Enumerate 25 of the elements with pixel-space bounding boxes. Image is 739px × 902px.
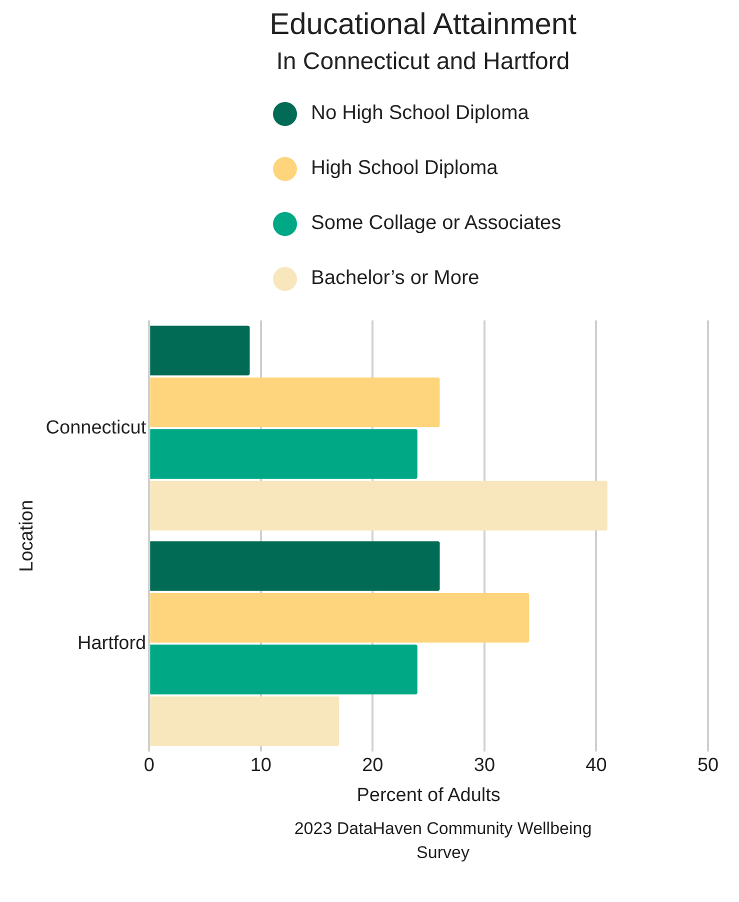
bar (150, 480, 608, 531)
text: 2023 DataHaven Community Wellbeing Survey (293, 818, 593, 864)
x-tick-label: 0 (144, 755, 154, 776)
bar (150, 696, 340, 746)
chart-subtitle: In Connecticut and Hartford (275, 48, 571, 76)
bar (150, 377, 440, 428)
bar (150, 592, 530, 643)
legend-label: No High School Diploma (311, 102, 529, 125)
y-tick-label: Connecticut (46, 417, 147, 438)
x-axis-title: Percent of Adults (356, 784, 500, 806)
x-tick-label: 20 (362, 755, 384, 776)
x-tick-label: 10 (250, 755, 272, 776)
legend-label: Bachelor’s or More (311, 267, 480, 290)
bar (150, 644, 418, 694)
chart-title: Educational Attainment (268, 8, 578, 42)
y-tick-label: Hartford (77, 632, 146, 654)
bar (150, 429, 418, 479)
legend-label: High School Diploma (311, 157, 498, 180)
x-tick-label: 40 (586, 755, 607, 776)
x-tick-label: 30 (474, 755, 496, 776)
bar (150, 326, 250, 376)
legend-label: Some Collage or Associates (311, 212, 562, 235)
x-tick-label: 50 (697, 755, 719, 776)
y-axis-title: Location (16, 500, 38, 572)
bar (150, 541, 440, 591)
